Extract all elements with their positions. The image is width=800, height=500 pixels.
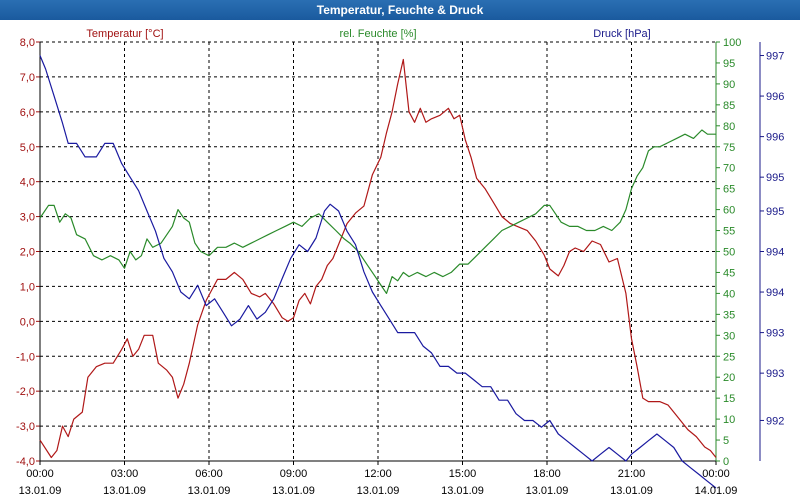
humidity-tick-label: 35 bbox=[723, 309, 735, 321]
humidity-tick-label: 60 bbox=[723, 205, 735, 217]
humidity-tick-label: 20 bbox=[723, 372, 735, 384]
temperature-tick-label: 1,0 bbox=[20, 281, 35, 293]
series-lines bbox=[39, 55, 717, 489]
grid bbox=[39, 41, 717, 462]
humidity-tick-label: 15 bbox=[723, 393, 735, 405]
pressure-line bbox=[39, 55, 717, 489]
x-tick-time: 18:00 bbox=[533, 468, 561, 480]
humidity-tick-label: 40 bbox=[723, 288, 735, 300]
humidity-tick-label: 75 bbox=[723, 142, 735, 154]
temperature-tick-label: -3,0 bbox=[16, 421, 35, 433]
pressure-tick-label: 997 bbox=[766, 51, 784, 63]
x-tick-date: 13.01.09 bbox=[103, 485, 146, 497]
temperature-tick-label: 5,0 bbox=[20, 142, 35, 154]
x-tick-date: 14.01.09 bbox=[695, 485, 738, 497]
x-tick-time: 00:00 bbox=[702, 468, 730, 480]
x-tick-time: 21:00 bbox=[618, 468, 646, 480]
axes bbox=[36, 41, 764, 465]
humidity-tick-label: 25 bbox=[723, 351, 735, 363]
pressure-tick-label: 993 bbox=[766, 328, 784, 340]
temperature-tick-label: 4,0 bbox=[20, 177, 35, 189]
axis-labels: Temperatur [°C] rel. Feuchte [%] Druck [… bbox=[16, 28, 784, 497]
humidity-tick-label: 10 bbox=[723, 414, 735, 426]
temperature-tick-label: -4,0 bbox=[16, 456, 35, 468]
humidity-tick-label: 90 bbox=[723, 79, 735, 91]
x-tick-time: 12:00 bbox=[364, 468, 392, 480]
x-tick-date: 13.01.09 bbox=[188, 485, 231, 497]
x-tick-date: 13.01.09 bbox=[357, 485, 400, 497]
x-tick-date: 13.01.09 bbox=[610, 485, 653, 497]
humidity-tick-label: 50 bbox=[723, 247, 735, 259]
humidity-tick-label: 45 bbox=[723, 267, 735, 279]
pressure-tick-label: 994 bbox=[766, 247, 784, 259]
pressure-tick-label: 993 bbox=[766, 368, 784, 380]
temperature-tick-label: 3,0 bbox=[20, 212, 35, 224]
temperature-axis-title: Temperatur [°C] bbox=[86, 28, 163, 40]
humidity-tick-label: 5 bbox=[723, 435, 729, 447]
humidity-tick-label: 70 bbox=[723, 163, 735, 175]
temperature-tick-label: 7,0 bbox=[20, 72, 35, 84]
temperature-line bbox=[39, 58, 717, 459]
x-tick-time: 06:00 bbox=[195, 468, 223, 480]
x-tick-time: 00:00 bbox=[26, 468, 54, 480]
x-tick-date: 13.01.09 bbox=[272, 485, 315, 497]
humidity-tick-label: 30 bbox=[723, 330, 735, 342]
x-tick-date: 13.01.09 bbox=[441, 485, 484, 497]
humidity-line bbox=[39, 129, 716, 294]
pressure-tick-label: 994 bbox=[766, 287, 784, 299]
humidity-axis-title: rel. Feuchte [%] bbox=[339, 28, 416, 40]
pressure-tick-label: 996 bbox=[766, 132, 784, 144]
humidity-tick-label: 0 bbox=[723, 456, 729, 468]
humidity-tick-label: 100 bbox=[723, 37, 741, 49]
chart-background bbox=[0, 20, 800, 500]
x-tick-date: 13.01.09 bbox=[19, 485, 62, 497]
pressure-tick-label: 995 bbox=[766, 172, 784, 184]
temperature-tick-label: 2,0 bbox=[20, 247, 35, 259]
pressure-axis-title: Druck [hPa] bbox=[593, 28, 650, 40]
pressure-tick-label: 992 bbox=[766, 415, 784, 427]
temperature-tick-label: -2,0 bbox=[16, 386, 35, 398]
x-tick-time: 09:00 bbox=[280, 468, 308, 480]
chart-title: Temperatur, Feuchte & Druck bbox=[0, 0, 800, 20]
humidity-tick-label: 55 bbox=[723, 226, 735, 238]
x-tick-date: 13.01.09 bbox=[526, 485, 569, 497]
pressure-tick-label: 995 bbox=[766, 206, 784, 218]
x-tick-time: 03:00 bbox=[111, 468, 139, 480]
humidity-tick-label: 95 bbox=[723, 58, 735, 70]
temperature-tick-label: -1,0 bbox=[16, 351, 35, 363]
temperature-tick-label: 6,0 bbox=[20, 107, 35, 119]
humidity-tick-label: 80 bbox=[723, 121, 735, 133]
pressure-tick-label: 996 bbox=[766, 91, 784, 103]
humidity-tick-label: 65 bbox=[723, 184, 735, 196]
x-tick-time: 15:00 bbox=[449, 468, 477, 480]
temperature-tick-label: 8,0 bbox=[20, 37, 35, 49]
temperature-tick-label: 0,0 bbox=[20, 316, 35, 328]
humidity-tick-label: 85 bbox=[723, 100, 735, 112]
